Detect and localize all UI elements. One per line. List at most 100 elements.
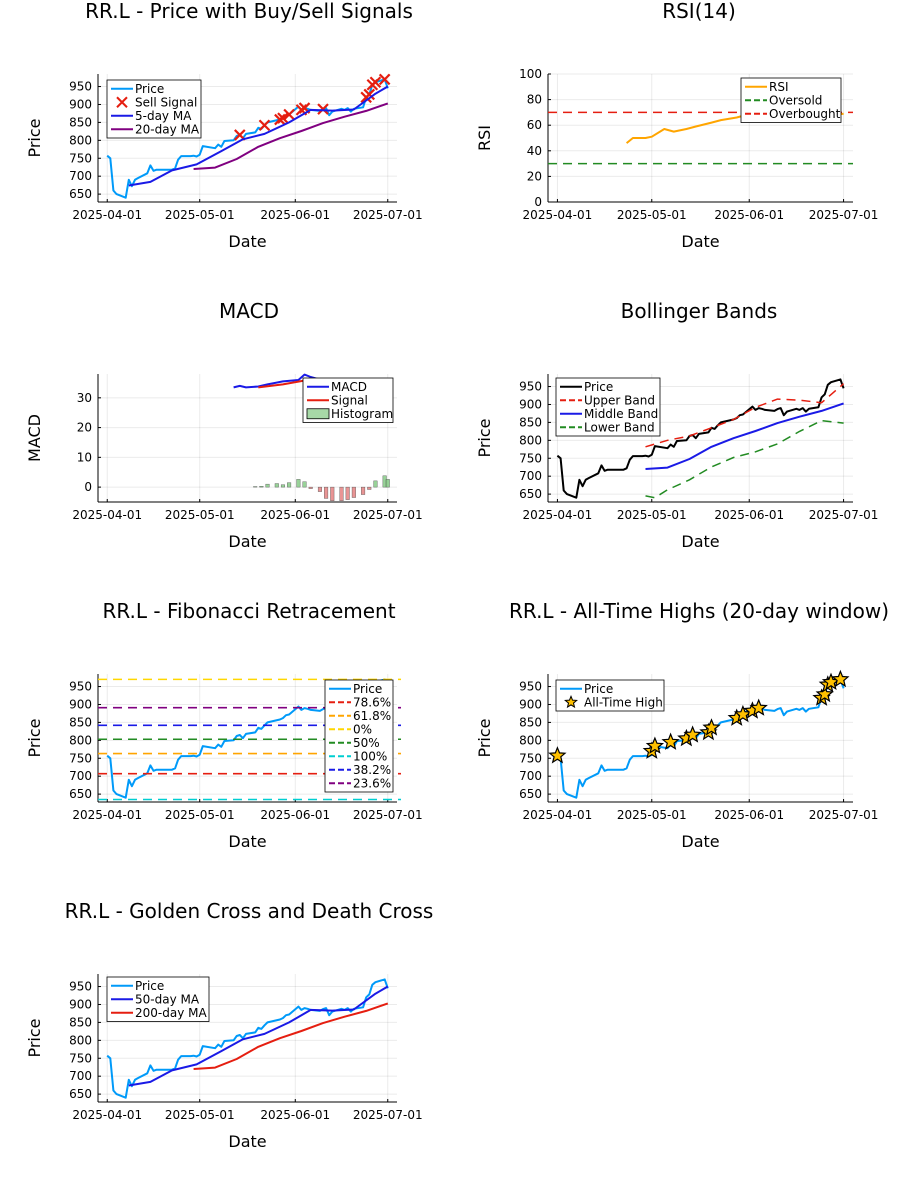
series-line-2 (645, 402, 844, 470)
marker-stroke (378, 73, 391, 86)
marker-stroke (317, 103, 329, 115)
y-tick-label: 850 (519, 715, 542, 729)
legend-entry: Sell Signal (116, 95, 197, 109)
x-tick-label: 2025-05-01 (165, 208, 235, 222)
x-tick-label: 2025-06-01 (714, 508, 784, 522)
y-tick-label: 950 (69, 980, 92, 994)
legend-label: All-Time High (584, 695, 663, 709)
all-time-high-marker (645, 736, 665, 754)
y-tick-label: 800 (519, 733, 542, 747)
x-axis-label: Date (228, 1132, 266, 1151)
legend-entry: Histogram (306, 407, 393, 421)
legend-entry: MACD (307, 380, 367, 394)
y-tick-label: 700 (69, 1069, 92, 1083)
y-tick-label: 750 (519, 451, 542, 465)
y-tick-label: 800 (69, 733, 92, 747)
legend-label: 200-day MA (135, 1006, 207, 1020)
histogram-bar (259, 486, 264, 488)
legend-entry: 61.8% (329, 709, 391, 723)
marker-stroke (234, 129, 246, 141)
histogram-bar (330, 486, 335, 502)
y-tick-label: 700 (519, 469, 542, 483)
y-tick-label: 40 (527, 144, 542, 158)
y-tick-label: 30 (77, 391, 92, 405)
histogram-bar (351, 486, 356, 498)
x-tick-label: 2025-04-01 (72, 208, 142, 222)
y-tick-label: 60 (527, 118, 542, 132)
legend-label: Middle Band (584, 407, 658, 421)
y-tick-label: 80 (527, 93, 542, 107)
legend-label: 61.8% (353, 709, 391, 723)
legend-entry: Middle Band (560, 407, 658, 421)
y-tick-label: 750 (69, 151, 92, 165)
plot-area (106, 978, 389, 1099)
chart-panel-4: Bollinger Bands 2025-04-01 2025-05-01 2025-… (475, 299, 878, 551)
series-line-2 (193, 1002, 389, 1070)
series-line-3 (645, 419, 844, 499)
series-line-1 (645, 383, 845, 448)
legend-entry: Upper Band (560, 393, 655, 407)
chart-title: RR.L - Price with Buy/Sell Signals (85, 0, 413, 23)
legend-entry: Price (560, 380, 613, 394)
y-tick-label: 700 (69, 769, 92, 783)
histogram-bar (302, 481, 307, 488)
chart-panel-5: RR.L - Fibonacci Retracement 2025-04-01 20… (25, 599, 423, 851)
x-tick-label: 2025-05-01 (617, 208, 687, 222)
histogram-bar (339, 486, 344, 502)
y-tick-label: 800 (69, 133, 92, 147)
chart-title: Bollinger Bands (621, 299, 778, 323)
legend-entry: Price (329, 682, 382, 696)
y-tick-label: 950 (69, 80, 92, 94)
all-time-high-marker (702, 718, 721, 736)
chart-title: RR.L - Fibonacci Retracement (102, 599, 395, 623)
x-tick-label: 2025-06-01 (714, 208, 784, 222)
legend-label: 50-day MA (135, 992, 200, 1006)
marker-stroke (277, 112, 289, 124)
x-tick-label: 2025-04-01 (72, 808, 142, 822)
x-tick-label: 2025-06-01 (260, 1108, 330, 1122)
y-axis-label: MACD (25, 414, 44, 462)
marker-stroke (363, 88, 376, 101)
x-tick-label: 2025-07-01 (353, 508, 423, 522)
y-tick-label: 850 (69, 1015, 92, 1029)
y-tick-label: 850 (519, 415, 542, 429)
y-axis-label: Price (25, 1018, 44, 1057)
y-tick-label: 650 (69, 187, 92, 201)
x-tick-label: 2025-06-01 (260, 508, 330, 522)
legend-label: 38.2% (353, 763, 391, 777)
legend-label: 20-day MA (135, 122, 200, 136)
sell-signal-marker (363, 88, 376, 101)
marker-stroke (274, 113, 286, 126)
legend-swatch (306, 408, 330, 420)
plot-area (233, 373, 390, 502)
all-time-high-marker (815, 684, 834, 703)
marker-stroke (283, 108, 295, 121)
y-tick-label: 800 (519, 433, 542, 447)
histogram-bar (280, 484, 285, 488)
y-tick-label: 20 (527, 169, 542, 183)
y-tick-label: 950 (519, 380, 542, 394)
x-tick-label: 2025-05-01 (165, 508, 235, 522)
legend-entry: Overbought (745, 107, 841, 121)
all-time-high-marker (548, 746, 567, 764)
x-tick-label: 2025-05-01 (617, 808, 687, 822)
y-axis-label: Price (25, 118, 44, 157)
x-tick-label: 2025-05-01 (165, 1108, 235, 1122)
legend-label: 5-day MA (135, 109, 192, 123)
legend-label: 50% (353, 736, 380, 750)
marker-stroke (298, 102, 311, 114)
series-line-3 (193, 102, 389, 170)
y-tick-label: 950 (519, 680, 542, 694)
x-tick-label: 2025-04-01 (523, 508, 593, 522)
x-axis-label: Date (228, 832, 266, 851)
histogram-bar (324, 486, 329, 499)
histogram-bar (317, 486, 322, 492)
x-axis-label: Date (681, 832, 719, 851)
y-tick-label: 850 (69, 115, 92, 129)
y-tick-label: 700 (519, 769, 542, 783)
sell-signal-marker (274, 113, 286, 126)
x-axis-label: Date (228, 232, 266, 251)
y-axis-label: Price (475, 418, 494, 457)
